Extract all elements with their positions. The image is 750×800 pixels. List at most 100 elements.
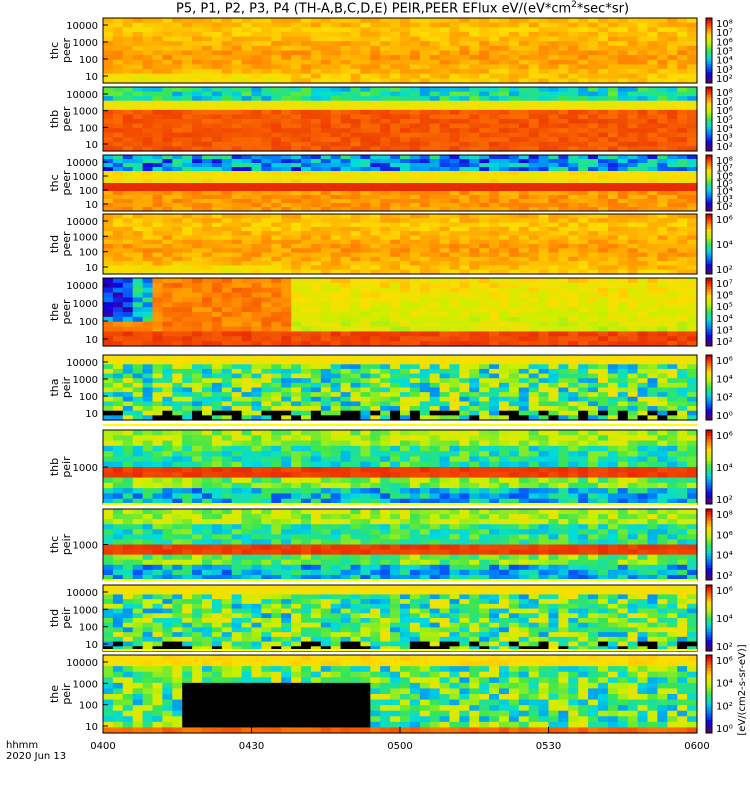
spectrogram-cell [103, 364, 114, 370]
spectrogram-cell [409, 199, 421, 204]
spectrogram-cell [558, 244, 569, 249]
spectrogram-cell [112, 179, 124, 184]
spectrogram-cell [558, 341, 569, 347]
spectrogram-cell [667, 132, 678, 138]
spectrogram-cell [419, 214, 431, 219]
spectrogram-cell [251, 222, 262, 228]
spectrogram-cell [667, 91, 678, 97]
spectrogram-cell [568, 392, 579, 398]
spectrogram-cell [310, 214, 322, 219]
spectrogram-cell [400, 167, 411, 172]
spectrogram-cell [310, 396, 322, 403]
spectrogram-cell [538, 114, 550, 120]
spectrogram-cell [439, 78, 451, 84]
spectrogram-cell [489, 100, 500, 106]
spectrogram-cell [211, 87, 223, 93]
spectrogram-cell [370, 87, 381, 93]
spectrogram-cell [598, 364, 609, 370]
spectrogram-cell [281, 207, 292, 212]
spectrogram-cell [607, 141, 619, 148]
spectrogram-cell [390, 248, 401, 254]
spectrogram-cell [429, 331, 441, 337]
spectrogram-cell [489, 27, 500, 33]
spectrogram-cell [657, 69, 668, 75]
spectrogram-cell [142, 248, 154, 254]
spectrogram-cell [202, 214, 213, 219]
spectrogram-cell [489, 41, 500, 47]
spectrogram-cell [449, 292, 460, 299]
spectrogram-cell [400, 87, 411, 93]
spectrogram-cell [588, 109, 599, 116]
spectrogram-cell [548, 64, 559, 70]
spectrogram-cell [291, 387, 302, 393]
spectrogram-cell [578, 167, 589, 172]
spectrogram-cell [330, 91, 342, 97]
spectrogram-cell [499, 364, 510, 370]
spectrogram-cell [409, 31, 421, 38]
spectrogram-cell [251, 256, 262, 262]
spectrogram-cell [508, 278, 520, 284]
spectrogram-cell [112, 18, 124, 24]
spectrogram-cell [429, 312, 441, 318]
spectrogram-cell [211, 331, 223, 337]
spectrogram-cell [122, 378, 134, 384]
spectrogram-cell [677, 123, 688, 129]
spectrogram-cell [132, 191, 144, 196]
spectrogram-cell [192, 203, 203, 208]
spectrogram-cell [637, 146, 649, 152]
spectrogram-cell [677, 137, 688, 143]
spectrogram-cell [172, 36, 183, 42]
spectrogram-cell [122, 256, 134, 262]
spectrogram-cell [687, 199, 698, 204]
spectrogram-cell [360, 141, 371, 148]
spectrogram-cell [459, 91, 470, 97]
spectrogram-cell [508, 302, 520, 308]
spectrogram-cell [340, 321, 352, 328]
spectrogram-cell [469, 175, 480, 180]
spectrogram-cell [261, 87, 272, 93]
spectrogram-cell [528, 41, 540, 47]
spectrogram-cell [211, 36, 223, 42]
spectrogram-cell [132, 73, 144, 79]
spectrogram-cell [231, 87, 243, 93]
colorbar-cell [706, 320, 712, 324]
spectrogram-cell [261, 396, 272, 403]
spectrogram-cell [687, 171, 698, 176]
spectrogram-cell [578, 183, 589, 188]
spectrogram-cell [380, 141, 391, 148]
spectrogram-cell [241, 231, 253, 237]
spectrogram-cell [489, 45, 500, 52]
spectrogram-cell [231, 59, 243, 66]
spectrogram-cell [360, 312, 371, 318]
spectrogram-cell [508, 187, 520, 192]
spectrogram-cell [122, 278, 134, 284]
spectrogram-cell [657, 321, 668, 328]
spectrogram-cell [221, 114, 233, 120]
spectrogram-cell [687, 307, 698, 313]
spectrogram-cell [221, 326, 233, 333]
spectrogram-cell [142, 128, 154, 134]
spectrogram-cell [202, 195, 213, 200]
spectrogram-cell [192, 326, 203, 333]
spectrogram-cell [122, 191, 134, 196]
spectrogram-cell [182, 18, 193, 24]
spectrogram-cell [360, 69, 371, 75]
spectrogram-cell [459, 373, 470, 379]
spectrogram-cell [182, 203, 193, 208]
spectrogram-cell [419, 105, 431, 111]
spectrogram-cell [429, 187, 441, 192]
spectrogram-cell [439, 261, 451, 267]
spectrogram-cell [419, 269, 431, 275]
spectrogram-cell [419, 187, 431, 192]
spectrogram-cell [449, 87, 460, 93]
spectrogram-cell [320, 109, 332, 116]
spectrogram-cell [518, 382, 530, 389]
spectrogram-cell [449, 41, 460, 47]
spectrogram-cell [271, 244, 282, 249]
spectrogram-cell [350, 183, 361, 188]
colorbar-cell [706, 343, 712, 347]
panel-2: thbpeer1000010001001010⁸10⁷10⁶10⁵10⁴10³1… [48, 86, 733, 153]
spectrogram-cell [142, 69, 154, 75]
panel-3: thcpeer1000010001001010⁸10⁷10⁶10⁵10⁴10³1… [48, 154, 733, 213]
spectrogram-cell [469, 218, 480, 224]
